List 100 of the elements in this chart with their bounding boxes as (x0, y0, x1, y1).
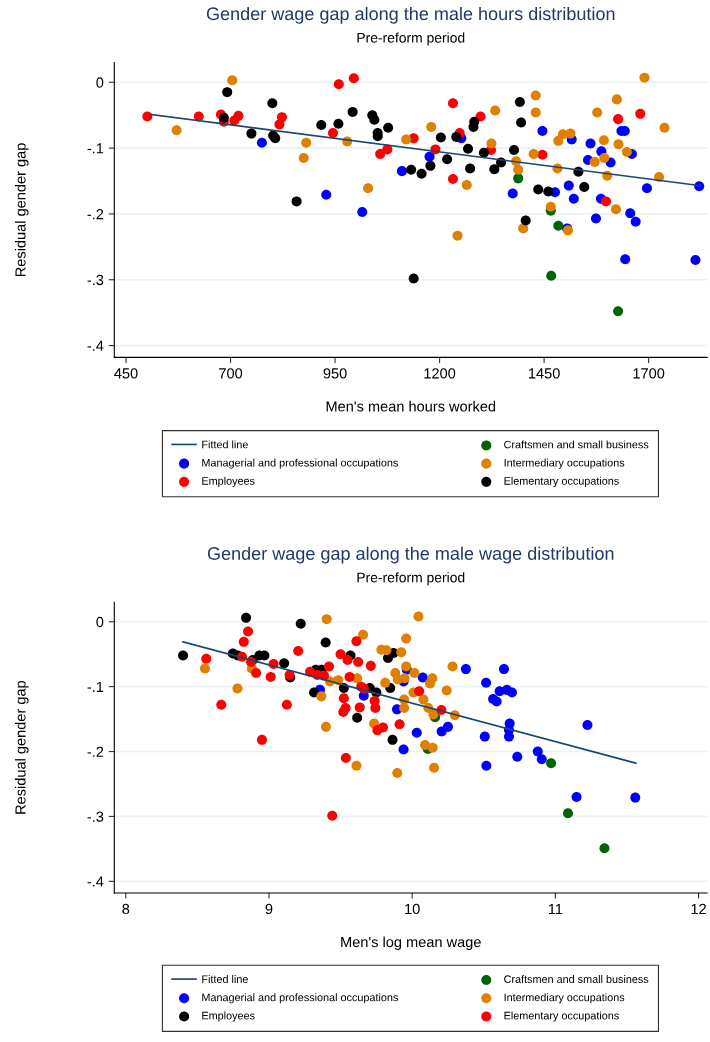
point (216, 699, 227, 710)
point (598, 135, 609, 146)
point (411, 727, 422, 738)
point (344, 671, 355, 682)
legend-label: Craftsmen and small business (504, 975, 649, 983)
point (546, 758, 557, 769)
legend-label: Elementary occupations (504, 1011, 619, 1022)
legend-label: Employees (202, 1011, 255, 1022)
point (513, 164, 524, 175)
point (460, 664, 471, 675)
point (562, 808, 573, 819)
x-tick-label: 1450 (529, 368, 560, 379)
point (338, 693, 349, 704)
point (441, 685, 452, 696)
point (232, 683, 243, 694)
legend-label: Managerial and professional occupations (202, 993, 398, 1004)
point (365, 660, 376, 671)
point (613, 306, 624, 317)
point (568, 193, 579, 204)
point (451, 131, 462, 142)
point (486, 138, 497, 149)
point (465, 163, 476, 174)
point (613, 114, 624, 125)
point (354, 702, 365, 713)
point (342, 655, 353, 666)
x-tick-label: 10 (405, 903, 420, 915)
chart-title: Gender wage gap along the male wage distribution (207, 546, 614, 564)
legend-label: Intermediary occupations (504, 993, 625, 1004)
point (599, 843, 610, 854)
point (545, 201, 556, 212)
point (621, 147, 632, 158)
point (347, 106, 358, 117)
point (333, 118, 344, 129)
point (509, 145, 520, 156)
point (279, 658, 290, 669)
point (352, 712, 363, 723)
point (316, 120, 327, 131)
point (546, 270, 557, 281)
point (641, 183, 652, 194)
x-tick-label: 700 (219, 368, 243, 379)
point (429, 762, 440, 773)
point (530, 107, 541, 118)
legend-label: Managerial and professional occupations (202, 458, 398, 469)
point (585, 138, 596, 149)
point (399, 703, 410, 714)
point (416, 168, 427, 179)
point (528, 149, 539, 160)
point (281, 699, 292, 710)
point (227, 75, 238, 86)
point (363, 183, 374, 194)
point (267, 98, 278, 109)
point (447, 174, 458, 185)
point (424, 151, 435, 162)
point (659, 122, 670, 133)
point (589, 156, 600, 167)
point (414, 686, 425, 697)
point (425, 678, 436, 689)
point (298, 152, 309, 163)
point (514, 97, 525, 108)
point (320, 721, 331, 732)
point (579, 181, 590, 192)
point (479, 731, 490, 742)
point (293, 645, 304, 656)
point (406, 164, 417, 175)
point (369, 114, 380, 125)
chart-subtitle: Pre-reform period (357, 572, 465, 586)
point (178, 650, 189, 661)
point (461, 179, 472, 190)
y-tick-label: 0 (96, 616, 104, 628)
point (357, 206, 368, 217)
point (427, 742, 438, 753)
point (536, 754, 547, 765)
x-tick-label: 8 (122, 903, 130, 915)
point (377, 722, 388, 733)
point (490, 105, 501, 116)
point (625, 208, 636, 219)
point (321, 189, 332, 200)
point (327, 810, 338, 821)
point (611, 94, 622, 105)
point (246, 128, 257, 139)
point (370, 703, 381, 714)
chart-title: Gender wage gap along the male hours distribution (206, 6, 615, 24)
point (387, 734, 398, 745)
point (243, 626, 254, 637)
point (442, 154, 453, 165)
point (201, 653, 212, 664)
y-axis-title: Residual gender gap (14, 143, 29, 277)
point (630, 792, 641, 803)
point (291, 196, 302, 207)
point (532, 746, 543, 757)
x-tick-label: 9 (265, 903, 273, 915)
point (408, 273, 419, 284)
point (498, 664, 509, 675)
point (233, 110, 244, 121)
legend-label: Employees (202, 476, 255, 487)
point (452, 230, 463, 241)
x-axis-title: Men's log mean wage (341, 936, 481, 951)
point (582, 719, 593, 730)
point (251, 668, 262, 679)
point (690, 254, 701, 265)
